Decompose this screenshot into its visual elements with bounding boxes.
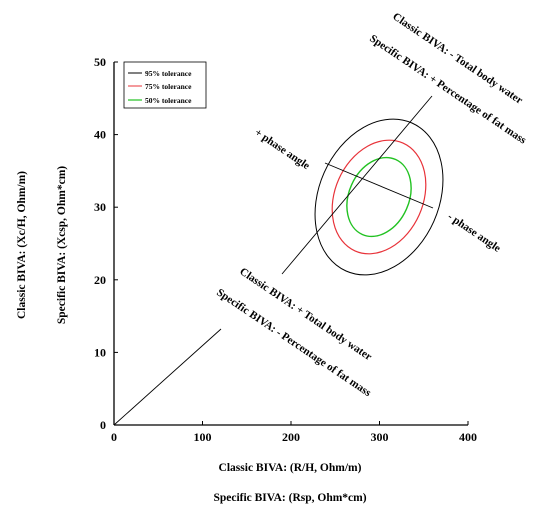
legend: 95% tolerance 75% tolerance 50% toleranc… [123, 61, 207, 109]
legend-label-95: 95% tolerance [145, 69, 192, 78]
y-tick-label: 10 [94, 345, 106, 359]
x-tick-label: 300 [371, 430, 389, 444]
axis-ticks: 0 100 200 300 400 0 10 20 30 40 50 [94, 55, 477, 444]
tolerance-ellipses [314, 118, 444, 276]
annotation-right: - phase angle [445, 211, 502, 255]
legend-label-50: 50% tolerance [145, 96, 192, 105]
x-axis-label-2: Specific BIVA: (Rsp, Ohm*cm) [213, 492, 366, 504]
ellipse-50 [346, 156, 412, 238]
y-tick-label: 0 [100, 418, 106, 432]
origin-line [113, 328, 222, 426]
ellipse-95 [314, 118, 444, 276]
y-tick-label: 50 [94, 55, 106, 69]
x-axis-label-1: Classic BIVA: (R/H, Ohm/m) [219, 462, 362, 474]
x-tick-label: 100 [194, 430, 212, 444]
y-tick-label: 40 [94, 128, 106, 142]
phase-angle-line [324, 162, 434, 209]
major-axis-line [281, 95, 433, 275]
x-tick-label: 0 [111, 430, 117, 444]
y-axis-label-2: Specific BIVA: (Xcsp, Ohm*cm) [56, 166, 68, 324]
x-tick-label: 200 [282, 430, 300, 444]
annotation-left: + phase angle [252, 127, 312, 173]
ellipse-75 [331, 139, 427, 255]
y-tick-label: 20 [94, 273, 106, 287]
y-tick-label: 30 [94, 200, 106, 214]
y-axis-label-1: Classic BIVA: (Xc/H, Ohm/m) [16, 171, 28, 319]
x-tick-label: 400 [459, 430, 477, 444]
legend-label-75: 75% tolerance [145, 82, 192, 91]
